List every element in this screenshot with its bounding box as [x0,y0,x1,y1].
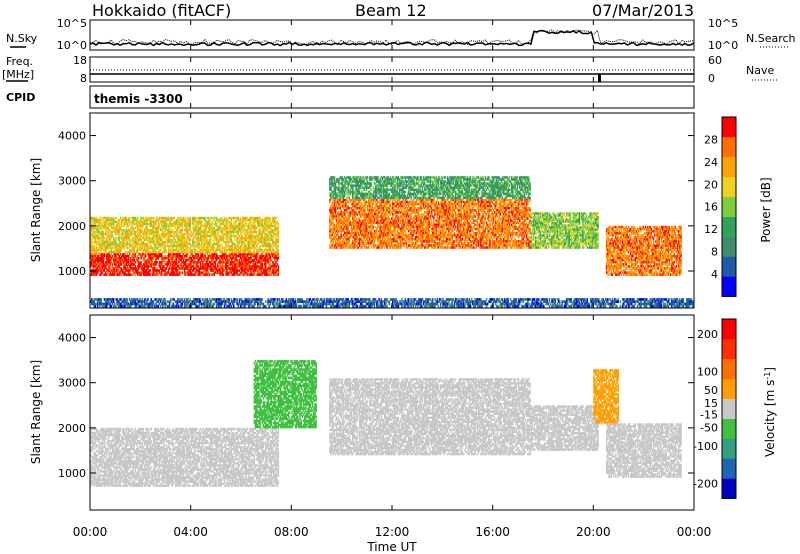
power-echo-cell [166,251,168,253]
nave-label: Nave [746,64,774,77]
power-echo-cell [161,273,163,276]
power-echo-cell [190,225,192,227]
power-echo-cell [255,225,257,227]
freq-panel: Freq. [MHz] Nave 18 8 60 0 [2,54,778,85]
power-echo-cell [156,261,158,264]
noise-tick-right-bottom: 10^0 [708,39,738,52]
power-echo-cell [190,239,192,241]
power-echo-cell [209,273,211,276]
nsky-label: N.Sky [6,32,38,45]
freq-tick-left-bottom: 8 [80,72,87,85]
power-echo-cell [112,247,114,249]
power-echo-cell [278,257,280,260]
freq-label-line2: [MHz] [2,68,34,81]
station-title: Hokkaido (fitACF) [92,1,231,20]
power-echo-cell [150,273,152,276]
power-echo-cell [159,225,161,227]
power-echo-cell [223,273,225,276]
power-echo-cell [150,269,152,272]
power-echo-cell [100,251,102,253]
power-echo-cell [155,223,157,225]
cpid-panel: CPID themis -3300 [6,86,694,108]
power-echo-cell [178,251,180,253]
noise-tick-left-top: 10^5 [57,17,87,30]
power-echo-cell [138,257,140,260]
power-echo-cell [106,251,108,253]
power-echo-cell [182,229,184,231]
power-echo-cell [368,246,370,249]
power-echo-cell [182,271,184,274]
power-echo-cell [373,203,375,206]
power-echo-cell [182,225,184,227]
power-echo-cell [256,227,258,229]
power-echo-cell [211,225,213,227]
freq-label-line1: Freq. [6,55,33,68]
freq-gap-marker [598,74,601,82]
noise-tick-right-top: 10^5 [708,17,738,30]
beam-title: Beam 12 [355,1,427,20]
freq-tick-right-bottom: 0 [708,72,715,85]
power-echo-cell [250,251,252,253]
power-echo-cell [346,246,348,249]
power-echo-cell [121,225,123,227]
power-echo-cell [114,273,116,276]
power-echo-cell [329,201,331,204]
power-echo-cell [278,245,280,247]
power-echo-cell [121,249,123,251]
noise-tick-left-bottom: 10^0 [57,39,87,52]
noise-panel: N.Sky N.Search 10^5 10^0 10^5 10^0 [6,17,796,52]
noise-sky-trace [90,31,694,46]
power-echo-cell [216,225,218,227]
power-echo-cell [331,246,333,249]
power-echo-cell [135,227,137,229]
power-echo-cell [145,255,147,258]
power-echo-cell [361,246,363,249]
power-echo-cell [174,217,176,219]
power-echo-cell [142,227,144,229]
power-cells [90,176,694,307]
nsearch-label: N.Search [746,32,796,45]
freq-tick-left-top: 18 [73,54,87,67]
cpid-value: themis -3300 [94,92,183,106]
freq-tick-right-top: 60 [708,54,722,67]
power-echo-cell [115,217,117,219]
power-echo-cell [278,273,280,276]
power-echo-cell [179,273,181,276]
power-echo-cell [254,273,256,276]
date-title: 07/Mar/2013 [592,1,694,20]
power-echo-cell [275,217,277,219]
power-echo-cell [278,251,280,253]
power-echo-cell [113,225,115,227]
power-echo-cell [155,251,157,253]
power-echo-cell [370,246,372,249]
power-echo-cell [131,233,133,235]
cpid-label: CPID [6,91,35,104]
power-echo-cell [350,215,352,218]
power-echo-cell [278,241,280,243]
power-echo-cell [278,225,280,227]
power-echo-cell [234,239,236,241]
power-echo-cell [195,273,197,276]
power-echo-cell [104,257,106,260]
power-echo-cell [254,251,256,253]
